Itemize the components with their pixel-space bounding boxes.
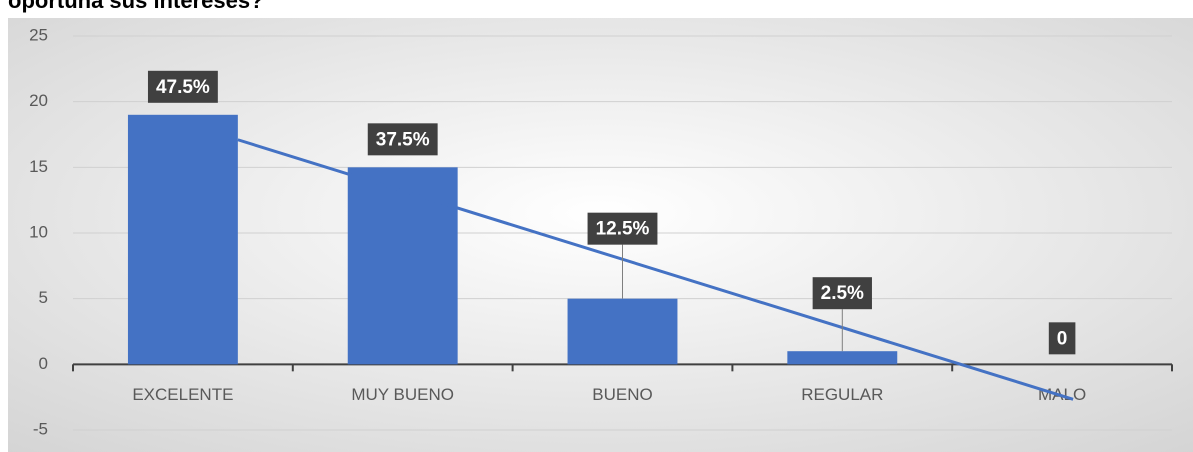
annotation-box xyxy=(147,70,218,103)
annotation-box xyxy=(367,123,438,156)
bar xyxy=(347,167,458,365)
annotation-box xyxy=(587,212,658,245)
annotation-box xyxy=(812,277,872,310)
x-tick-label: EXCELENTE xyxy=(132,385,233,404)
bar xyxy=(567,298,678,365)
bar xyxy=(787,351,898,365)
x-tick-label: REGULAR xyxy=(801,385,883,404)
annotation: 0 xyxy=(1057,328,1068,349)
y-tick-label: -5 xyxy=(33,419,48,438)
annotation: 37.5% xyxy=(376,129,430,150)
y-tick-label: 25 xyxy=(29,25,48,44)
y-tick-label: 10 xyxy=(29,222,48,241)
annotation-box xyxy=(1048,322,1076,355)
bar xyxy=(127,114,238,365)
y-tick-label: 0 xyxy=(39,354,48,373)
chart-title: oportuna sus intereses? xyxy=(8,0,264,13)
annotation: 47.5% xyxy=(156,77,210,98)
annotation: 12.5% xyxy=(596,219,650,240)
annotation: 2.5% xyxy=(821,283,864,304)
x-tick-label: BUENO xyxy=(592,385,652,404)
y-tick-label: 20 xyxy=(29,91,48,110)
trendline xyxy=(237,138,1074,401)
x-tick-label: MUY BUENO xyxy=(351,385,454,404)
y-tick-label: 5 xyxy=(39,288,48,307)
y-tick-label: 15 xyxy=(29,157,48,176)
